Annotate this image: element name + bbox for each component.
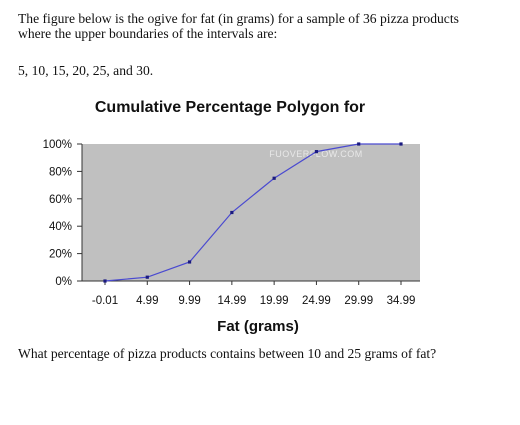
x-axis: -0.01 4.99 9.99 14.99 19.99 24.99 29.99 34.99 <box>82 280 420 307</box>
data-point <box>103 279 107 283</box>
x-tick-label: 14.99 <box>217 295 246 307</box>
boundaries-text: 5, 10, 15, 20, 25, and 30. <box>18 63 154 78</box>
x-axis-label: Fat (grams) <box>217 318 299 335</box>
watermark-text: FUOVERFLOW.COM <box>269 149 363 159</box>
intro-text: The figure below is the ogive for fat (i… <box>18 11 459 41</box>
x-tick-label: 4.99 <box>136 295 158 307</box>
data-point <box>187 260 192 264</box>
data-point <box>314 150 319 154</box>
series-line <box>104 143 401 282</box>
y-tick-label: 80% <box>49 166 72 178</box>
series-layer <box>103 142 403 283</box>
y-tick-label: 100% <box>43 139 72 151</box>
plot-area <box>82 144 420 281</box>
y-tick-label: 20% <box>49 249 72 261</box>
x-tick-label: -0.01 <box>92 295 118 307</box>
y-tick-label: 40% <box>49 221 72 233</box>
y-axis: 0% 20% 40% 60% 80% 100% <box>43 139 83 288</box>
data-point <box>272 176 276 180</box>
x-tick-label: 29.99 <box>344 295 373 307</box>
data-point <box>145 275 149 279</box>
data-point <box>357 142 361 146</box>
question-text: What percentage of pizza products contai… <box>18 346 437 361</box>
x-tick-label: 19.99 <box>260 295 289 307</box>
y-tick-label: 0% <box>55 276 72 288</box>
x-tick-label: 34.99 <box>387 295 416 307</box>
x-tick-label: 9.99 <box>178 295 200 307</box>
data-point <box>399 142 403 146</box>
data-point <box>230 210 234 215</box>
chart-title: Cumulative Percentage Polygon for <box>95 99 365 116</box>
y-tick-label: 60% <box>49 194 72 206</box>
x-tick-label: 24.99 <box>302 295 331 307</box>
